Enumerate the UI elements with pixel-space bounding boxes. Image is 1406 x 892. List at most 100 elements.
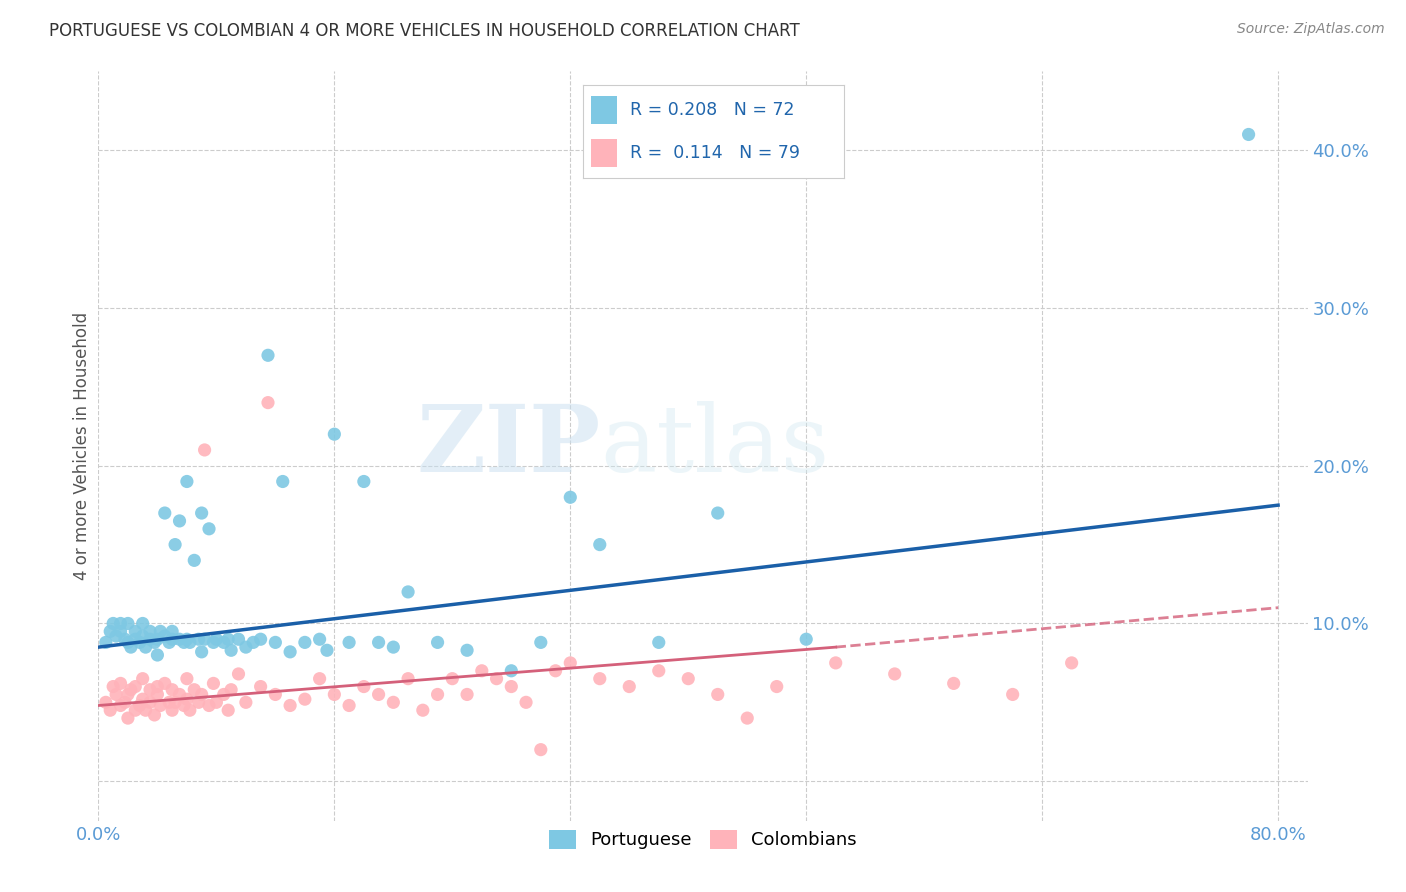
Point bbox=[316, 643, 339, 657]
Point bbox=[228, 632, 250, 647]
Point bbox=[131, 692, 153, 706]
Point bbox=[824, 656, 846, 670]
Point bbox=[187, 695, 209, 709]
Point bbox=[648, 664, 671, 678]
Point bbox=[165, 538, 187, 552]
Point bbox=[135, 703, 157, 717]
Legend: Portuguese, Colombians: Portuguese, Colombians bbox=[541, 822, 865, 856]
Point bbox=[235, 695, 257, 709]
Point bbox=[143, 635, 166, 649]
Point bbox=[117, 635, 139, 649]
Point bbox=[139, 695, 162, 709]
Point bbox=[101, 616, 124, 631]
Point bbox=[212, 635, 235, 649]
Point bbox=[202, 676, 225, 690]
Point bbox=[219, 643, 242, 657]
Point bbox=[706, 506, 728, 520]
Point bbox=[124, 624, 146, 639]
Point bbox=[128, 635, 150, 649]
Point bbox=[382, 640, 405, 654]
Point bbox=[648, 635, 671, 649]
Point bbox=[323, 688, 346, 702]
Point bbox=[146, 688, 169, 702]
Point bbox=[353, 680, 375, 694]
Point bbox=[165, 695, 187, 709]
Point bbox=[501, 664, 523, 678]
Point bbox=[124, 632, 146, 647]
Point bbox=[105, 629, 128, 643]
Point bbox=[131, 672, 153, 686]
Point bbox=[117, 616, 139, 631]
Point bbox=[194, 442, 217, 457]
Point bbox=[308, 632, 330, 647]
Point bbox=[149, 698, 172, 713]
FancyBboxPatch shape bbox=[592, 139, 617, 167]
Point bbox=[217, 703, 239, 717]
Point bbox=[105, 688, 128, 702]
Point bbox=[678, 672, 700, 686]
Point bbox=[367, 688, 389, 702]
Point bbox=[530, 742, 553, 756]
Text: Source: ZipAtlas.com: Source: ZipAtlas.com bbox=[1237, 22, 1385, 37]
Point bbox=[257, 395, 280, 409]
Point bbox=[323, 427, 346, 442]
Point bbox=[160, 624, 183, 639]
Point bbox=[160, 682, 183, 697]
Point bbox=[153, 676, 176, 690]
Point bbox=[353, 475, 375, 489]
Text: ZIP: ZIP bbox=[416, 401, 600, 491]
Point bbox=[294, 635, 316, 649]
Point bbox=[942, 676, 965, 690]
Point bbox=[441, 672, 464, 686]
Point bbox=[114, 695, 136, 709]
Point bbox=[242, 635, 264, 649]
Point bbox=[249, 680, 271, 694]
Point bbox=[139, 682, 162, 697]
Text: atlas: atlas bbox=[600, 401, 830, 491]
Point bbox=[101, 680, 124, 694]
Point bbox=[456, 643, 478, 657]
Point bbox=[794, 632, 817, 647]
Point bbox=[117, 688, 139, 702]
Point bbox=[176, 692, 198, 706]
Point bbox=[228, 667, 250, 681]
Point bbox=[98, 703, 121, 717]
Point bbox=[124, 703, 146, 717]
Point bbox=[194, 632, 217, 647]
Point bbox=[396, 672, 419, 686]
Point bbox=[135, 640, 157, 654]
Point bbox=[176, 672, 198, 686]
Point bbox=[187, 632, 209, 647]
Point bbox=[257, 348, 280, 362]
Point bbox=[235, 640, 257, 654]
Point bbox=[190, 645, 212, 659]
Point bbox=[426, 688, 449, 702]
Point bbox=[139, 624, 162, 639]
Point bbox=[396, 585, 419, 599]
Point bbox=[217, 632, 239, 647]
Y-axis label: 4 or more Vehicles in Household: 4 or more Vehicles in Household bbox=[73, 312, 91, 580]
Point bbox=[98, 624, 121, 639]
Point bbox=[120, 682, 142, 697]
Point bbox=[1060, 656, 1083, 670]
Text: PORTUGUESE VS COLOMBIAN 4 OR MORE VEHICLES IN HOUSEHOLD CORRELATION CHART: PORTUGUESE VS COLOMBIAN 4 OR MORE VEHICL… bbox=[49, 22, 800, 40]
Point bbox=[153, 506, 176, 520]
Point bbox=[589, 538, 612, 552]
Point bbox=[249, 632, 271, 647]
Point bbox=[143, 708, 166, 723]
Text: R =  0.114   N = 79: R = 0.114 N = 79 bbox=[630, 145, 800, 162]
Point bbox=[124, 680, 146, 694]
Point bbox=[120, 640, 142, 654]
Point bbox=[765, 680, 787, 694]
Point bbox=[157, 635, 180, 649]
Point bbox=[183, 553, 205, 567]
Point bbox=[110, 676, 132, 690]
Point bbox=[560, 656, 582, 670]
Point bbox=[337, 698, 360, 713]
Point bbox=[114, 632, 136, 647]
Text: R = 0.208   N = 72: R = 0.208 N = 72 bbox=[630, 101, 794, 119]
Point bbox=[456, 688, 478, 702]
Point bbox=[883, 667, 905, 681]
Point bbox=[169, 514, 191, 528]
Point bbox=[471, 664, 494, 678]
